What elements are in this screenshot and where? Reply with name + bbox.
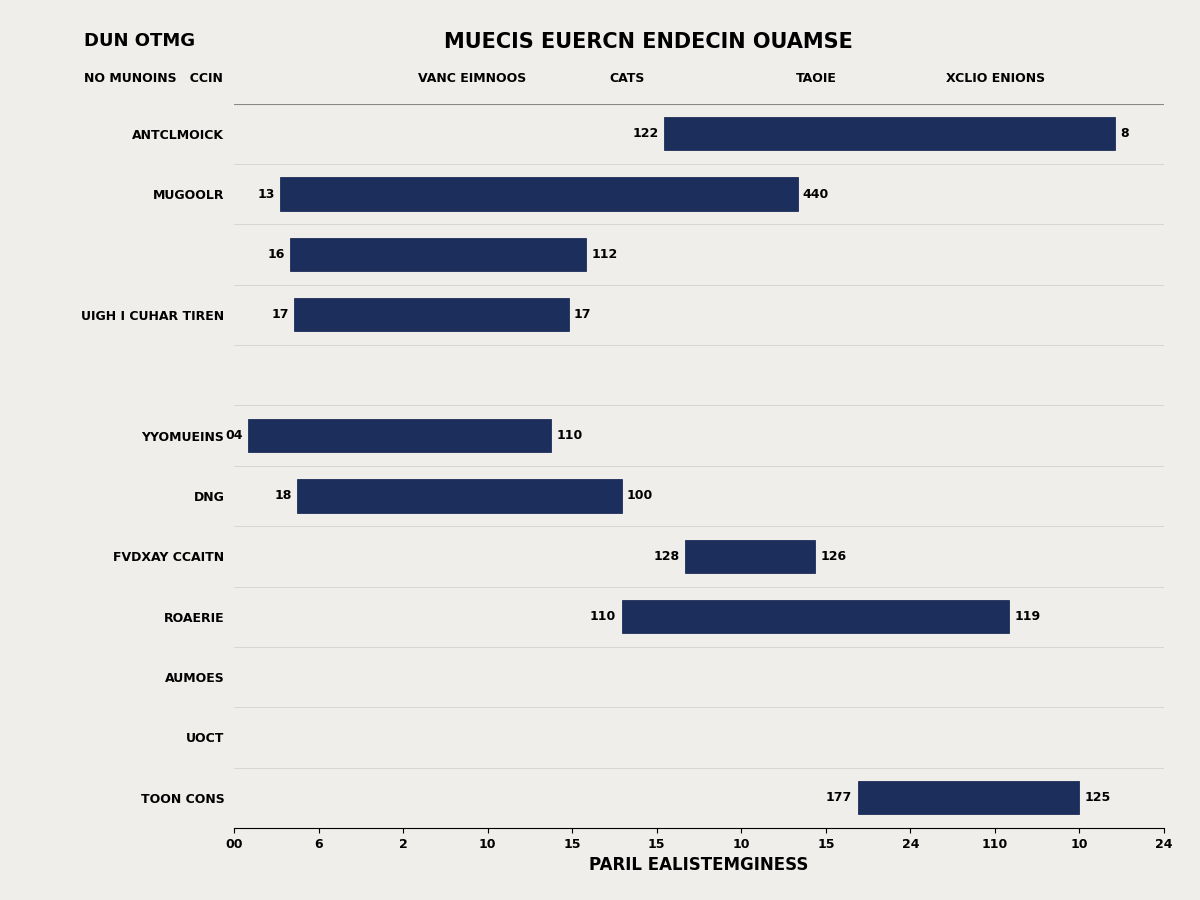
Text: 122: 122 xyxy=(632,127,659,140)
Text: 17: 17 xyxy=(574,309,592,321)
Bar xyxy=(685,540,815,573)
Text: 100: 100 xyxy=(626,490,653,502)
Text: VANC EIMNOOS: VANC EIMNOOS xyxy=(418,72,526,85)
Text: 13: 13 xyxy=(257,187,275,201)
Text: 8: 8 xyxy=(1120,127,1128,140)
Bar xyxy=(622,600,1009,634)
Text: 110: 110 xyxy=(557,429,582,442)
Text: XCLIO ENIONS: XCLIO ENIONS xyxy=(946,72,1045,85)
Text: MUECIS EUERCN ENDECIN OUAMSE: MUECIS EUERCN ENDECIN OUAMSE xyxy=(444,32,852,51)
Text: NO MUNOINS   CCIN: NO MUNOINS CCIN xyxy=(84,72,223,85)
Text: CATS: CATS xyxy=(610,72,644,85)
Text: 16: 16 xyxy=(268,248,286,261)
Text: 126: 126 xyxy=(821,550,847,562)
Bar xyxy=(664,117,1115,150)
Text: 119: 119 xyxy=(1014,610,1040,623)
Text: 17: 17 xyxy=(271,309,289,321)
X-axis label: PARIL EALISTEMGINESS: PARIL EALISTEMGINESS xyxy=(589,856,809,874)
Bar xyxy=(298,480,622,512)
Bar xyxy=(290,238,587,271)
Bar xyxy=(248,419,551,452)
Text: 04: 04 xyxy=(226,429,242,442)
Text: 112: 112 xyxy=(592,248,618,261)
Text: 125: 125 xyxy=(1085,791,1111,805)
Text: 110: 110 xyxy=(590,610,617,623)
Text: DUN OTMG: DUN OTMG xyxy=(84,32,196,50)
Text: TAOIE: TAOIE xyxy=(796,72,836,85)
Text: 177: 177 xyxy=(826,791,852,805)
Text: 18: 18 xyxy=(275,490,292,502)
Bar xyxy=(294,298,569,331)
Bar xyxy=(280,177,798,211)
Text: 128: 128 xyxy=(654,550,679,562)
Bar xyxy=(858,781,1080,815)
Text: 440: 440 xyxy=(803,187,829,201)
